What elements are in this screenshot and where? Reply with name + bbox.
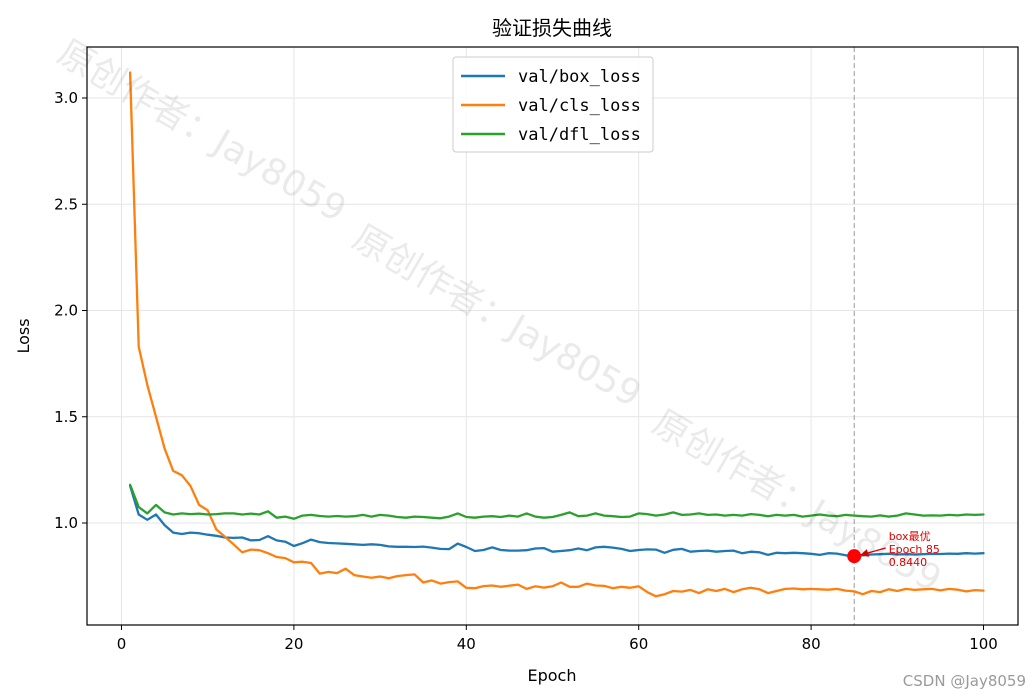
x-tick-label: 100 [969,635,998,653]
y-tick-label: 1.5 [54,408,78,426]
x-tick-label: 60 [629,635,648,653]
y-tick-label: 2.5 [54,195,78,213]
series-line-val-cls-loss [128,71,985,598]
legend-label-box-loss: val/box_loss [518,67,641,87]
annotation-line-3: 0.8440 [889,556,928,569]
x-tick-label: 40 [457,635,476,653]
best-point-marker [847,549,862,564]
y-tick-label: 3.0 [54,89,78,107]
axes-frame [86,46,1019,626]
x-tick-label: 80 [802,635,821,653]
legend: val/box_loss val/cls_loss val/dfl_loss [452,56,654,153]
x-axis-label: Epoch [528,666,577,685]
legend-label-cls-loss: val/cls_loss [518,96,641,116]
series-group [128,71,985,598]
annotation-line-1: box最优 [889,530,931,543]
chart-title: 验证损失曲线 [492,16,612,40]
y-tick-label: 1.0 [54,514,78,532]
best-annotation: box最优 Epoch 85 0.8440 [860,530,940,569]
csdn-credit: CSDN @Jay8059 [903,672,1026,690]
annotation-arrowhead [860,549,869,557]
x-tick-label: 20 [284,635,303,653]
legend-box [452,56,654,153]
x-tick-label: 0 [117,635,127,653]
y-axis-label: Loss [14,318,33,353]
legend-label-dfl-loss: val/dfl_loss [518,125,641,145]
series-line-val-dfl-loss [128,483,985,520]
annotation-line-2: Epoch 85 [889,543,940,556]
series-line-val-box-loss [128,484,985,558]
y-tick-label: 2.0 [54,302,78,320]
ticks: 0 20 40 60 80 100 1.0 1.5 2.0 2.5 3.0 [54,89,998,653]
